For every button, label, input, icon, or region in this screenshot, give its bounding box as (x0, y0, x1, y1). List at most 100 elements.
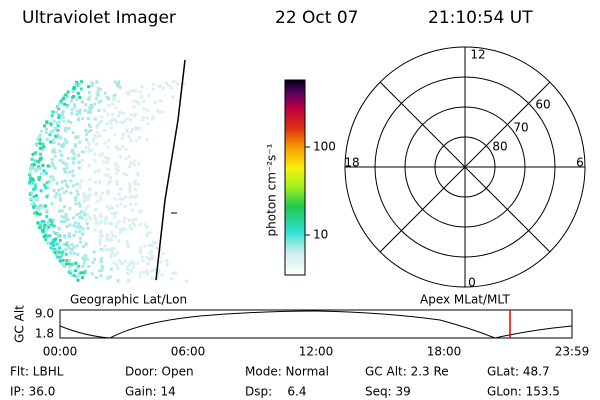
aurora-pixel (57, 115, 61, 119)
aurora-pixel (86, 146, 90, 150)
aurora-pixel (76, 91, 80, 95)
aurora-pixel (132, 218, 135, 222)
aurora-pixel (70, 108, 74, 112)
aurora-pixel (56, 124, 60, 128)
aurora-pixel (72, 252, 76, 255)
aurora-pixel (108, 238, 111, 242)
aurora-pixel (117, 259, 121, 263)
aurora-pixel (56, 232, 60, 236)
aurora-pixel (116, 165, 120, 168)
aurora-pixel (146, 262, 150, 266)
aurora-pixel (68, 170, 72, 174)
aurora-pixel (83, 198, 87, 201)
aurora-pixel (36, 198, 40, 201)
aurora-pixel (30, 196, 34, 200)
aurora-pixel (58, 238, 62, 242)
aurora-pixel (118, 231, 122, 235)
aurora-pixel (75, 225, 79, 229)
aurora-pixel (139, 95, 143, 99)
colorbar (284, 79, 306, 276)
aurora-pixel (129, 118, 132, 122)
aurora-pixel (45, 234, 49, 238)
aurora-pixel (44, 130, 48, 134)
aurora-pixel (75, 189, 79, 193)
aurora-pixel (130, 208, 134, 212)
aurora-pixel (95, 191, 98, 195)
aurora-pixel (51, 164, 55, 168)
aurora-pixel (79, 271, 83, 275)
aurora-pixel (100, 115, 104, 119)
aurora-pixel (117, 99, 120, 103)
aurora-pixel (108, 275, 112, 279)
aurora-pixel (75, 80, 79, 84)
aurora-pixel (75, 213, 79, 217)
aurora-pixel (125, 240, 129, 244)
aurora-pixel (74, 136, 78, 140)
aurora-pixel (30, 157, 34, 161)
aurora-pixel (38, 141, 42, 145)
aurora-pixel (158, 249, 162, 252)
aurora-pixel (52, 218, 56, 222)
aurora-pixel (37, 167, 41, 171)
aurora-pixel (150, 254, 154, 258)
aurora-pixel (77, 153, 81, 157)
aurora-pixel (101, 152, 105, 156)
aurora-pixel (86, 213, 90, 216)
aurora-pixel (54, 237, 57, 241)
aurora-pixel (161, 252, 165, 256)
aurora-pixel (124, 195, 128, 199)
aurora-pixel (138, 136, 141, 140)
aurora-pixel (94, 208, 98, 212)
aurora-pixel (63, 179, 67, 183)
aurora-pixel (87, 265, 91, 268)
aurora-pixel (111, 102, 115, 106)
aurora-pixel (104, 173, 108, 177)
aurora-pixel (66, 119, 70, 123)
aurora-pixel (98, 230, 102, 234)
aurora-pixel (93, 159, 97, 163)
aurora-pixel (68, 207, 72, 210)
aurora-pixel (151, 83, 155, 87)
aurora-pixel (167, 84, 171, 88)
aurora-pixel (106, 192, 110, 196)
aurora-pixel (52, 178, 56, 182)
aurora-pixel (89, 110, 93, 114)
aurora-pixel (78, 82, 82, 86)
aurora-pixel (56, 129, 60, 132)
aurora-pixel (78, 182, 82, 186)
aurora-pixel (136, 182, 140, 186)
aurora-pixel (93, 257, 97, 261)
aurora-pixel (87, 123, 91, 127)
aurora-pixel (136, 261, 140, 265)
aurora-pixel (65, 166, 69, 170)
timeline-y-label: 9.0 (35, 307, 54, 321)
status-field: Seq: 39 (365, 385, 411, 399)
aurora-pixel (129, 130, 133, 134)
aurora-pixel (166, 263, 169, 266)
aurora-pixel (61, 161, 65, 165)
aurora-pixel (151, 87, 155, 91)
aurora-pixel (71, 184, 75, 188)
aurora-pixel (129, 203, 132, 207)
aurora-pixel (93, 213, 97, 217)
aurora-pixel (110, 238, 114, 242)
aurora-pixel (78, 204, 82, 208)
aurora-pixel (125, 130, 129, 134)
aurora-pixel (128, 165, 132, 169)
aurora-pixel (84, 214, 88, 218)
aurora-pixel (89, 104, 93, 107)
aurora-pixel (70, 262, 74, 266)
aurora-pixel (122, 172, 126, 176)
aurora-pixel (106, 276, 110, 280)
aurora-pixel (54, 110, 58, 114)
aurora-pixel (74, 196, 78, 200)
aurora-pixel (66, 95, 70, 99)
aurora-pixel (60, 258, 63, 262)
aurora-pixel (125, 117, 129, 121)
aurora-pixel (49, 140, 53, 144)
aurora-pixel (133, 188, 137, 192)
aurora-pixel (53, 251, 57, 255)
aurora-pixel (111, 234, 115, 238)
aurora-pixel (64, 248, 68, 252)
aurora-pixel (76, 278, 80, 282)
